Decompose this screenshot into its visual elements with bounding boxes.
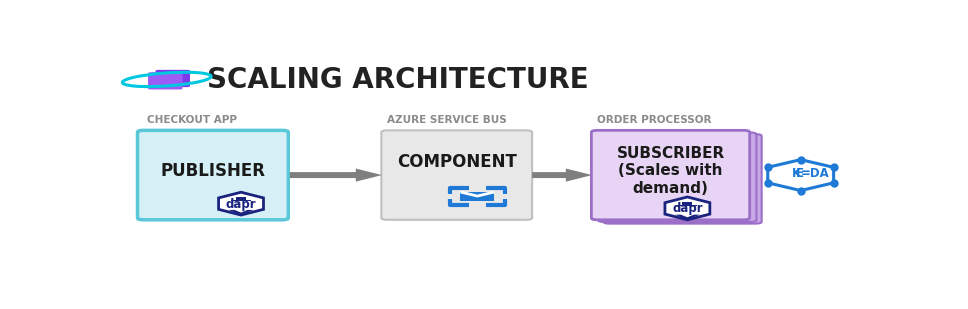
FancyBboxPatch shape xyxy=(461,192,495,201)
FancyBboxPatch shape xyxy=(603,134,762,224)
Text: COMPONENT: COMPONENT xyxy=(397,153,517,171)
Polygon shape xyxy=(289,168,382,182)
Text: AZURE SERVICE BUS: AZURE SERVICE BUS xyxy=(387,115,507,125)
Text: E: E xyxy=(796,167,804,180)
Polygon shape xyxy=(532,168,592,182)
FancyBboxPatch shape xyxy=(231,200,251,201)
Polygon shape xyxy=(768,160,833,191)
FancyBboxPatch shape xyxy=(156,70,190,87)
Polygon shape xyxy=(665,197,710,220)
Text: dapr: dapr xyxy=(226,198,257,211)
Text: dapr: dapr xyxy=(672,202,703,215)
FancyBboxPatch shape xyxy=(236,197,246,200)
FancyBboxPatch shape xyxy=(591,130,749,220)
Polygon shape xyxy=(219,192,263,215)
FancyBboxPatch shape xyxy=(137,130,288,220)
FancyBboxPatch shape xyxy=(381,130,532,220)
FancyBboxPatch shape xyxy=(598,133,756,222)
Polygon shape xyxy=(228,210,254,215)
Text: ORDER PROCESSOR: ORDER PROCESSOR xyxy=(597,115,711,125)
Text: CHECKOUT APP: CHECKOUT APP xyxy=(147,115,237,125)
Text: SUBSCRIBER
(Scales with
demand): SUBSCRIBER (Scales with demand) xyxy=(617,146,725,196)
Text: PUBLISHER: PUBLISHER xyxy=(161,162,265,180)
Polygon shape xyxy=(675,215,700,220)
FancyBboxPatch shape xyxy=(678,205,698,206)
Text: SCALING ARCHITECTURE: SCALING ARCHITECTURE xyxy=(207,66,589,94)
Text: =DA: =DA xyxy=(801,167,830,180)
Text: K: K xyxy=(792,167,801,180)
FancyBboxPatch shape xyxy=(148,72,183,90)
FancyBboxPatch shape xyxy=(682,202,692,205)
